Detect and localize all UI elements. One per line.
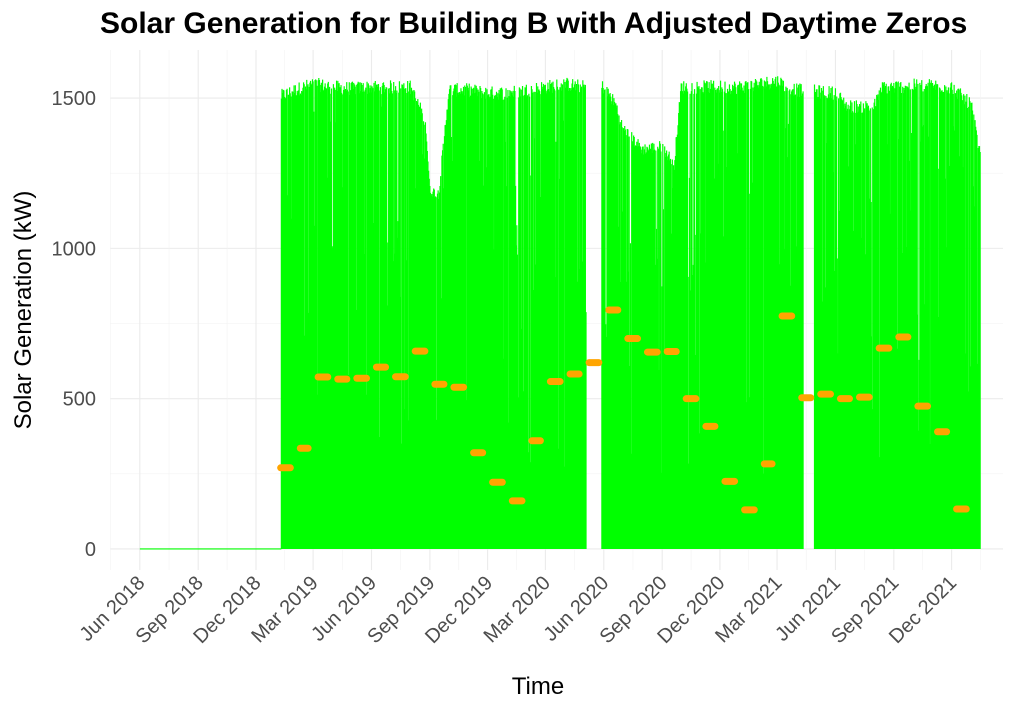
y-tick-label: 1000 bbox=[52, 238, 97, 260]
monthly-average-series bbox=[277, 306, 970, 514]
x-axis-title: Time bbox=[512, 673, 564, 700]
y-axis-title: Solar Generation (kW) bbox=[10, 191, 37, 430]
y-tick-label: 1500 bbox=[52, 88, 97, 110]
y-tick-label: 0 bbox=[85, 539, 96, 561]
generation-series bbox=[139, 76, 981, 550]
chart-title: Solar Generation for Building B with Adj… bbox=[100, 7, 967, 40]
y-axis-tick-labels: 0 500 1000 1500 bbox=[52, 88, 97, 561]
y-tick-label: 500 bbox=[63, 389, 96, 411]
